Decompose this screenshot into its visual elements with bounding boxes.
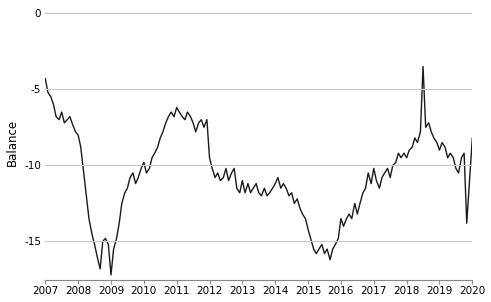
Y-axis label: Balance: Balance [5, 119, 19, 166]
